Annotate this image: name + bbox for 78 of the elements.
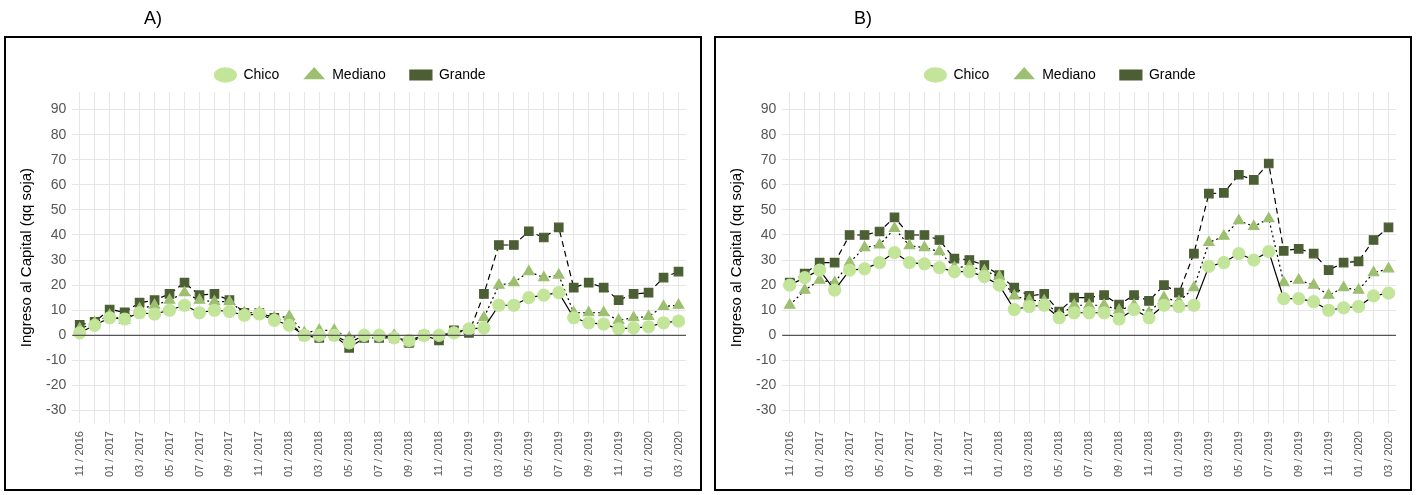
x-tick-label: 01 / 2020 (1351, 431, 1364, 477)
x-tick-label: 01 / 2017 (102, 431, 115, 477)
x-tick-label: 07 / 2019 (551, 431, 564, 477)
y-tick-label: 40 (760, 225, 777, 242)
x-tick-label: 01 / 2017 (812, 431, 825, 477)
x-tick-label: 07 / 2018 (372, 431, 385, 477)
x-tick-label: 03 / 2019 (1201, 431, 1214, 477)
x-tick-label: 09 / 2017 (932, 431, 945, 477)
y-tick-label: 60 (760, 175, 777, 192)
y-tick-label: 90 (760, 100, 777, 117)
x-tick-label: 01 / 2018 (992, 431, 1005, 477)
x-tick-label: 05 / 2018 (342, 431, 355, 477)
y-tick-label: 0 (58, 326, 67, 343)
x-tick-label: 05 / 2017 (162, 431, 175, 477)
y-tick-label: 70 (50, 150, 67, 167)
y-tick-label: 50 (760, 200, 777, 217)
y-tick-label: -10 (756, 351, 777, 368)
y-tick-label: -20 (756, 376, 777, 393)
x-tick-label: 03 / 2017 (132, 431, 145, 477)
x-tick-label: 11 / 2019 (1321, 431, 1334, 477)
x-tick-label: 11 / 2018 (432, 431, 445, 477)
x-tick-label: 01 / 2019 (1171, 431, 1184, 477)
x-tick-label: 09 / 2019 (581, 431, 594, 477)
y-tick-label: 30 (50, 250, 67, 267)
x-tick-label: 07 / 2018 (1082, 431, 1095, 477)
x-tick-label: 09 / 2018 (402, 431, 415, 477)
y-axis-title: Ingreso al Capital (qq soja) (727, 167, 745, 348)
x-tick-label: 03 / 2017 (842, 431, 855, 477)
y-tick-label: 0 (768, 326, 777, 343)
x-tick-label: 07 / 2017 (192, 431, 205, 477)
x-tick-label: 05 / 2019 (521, 431, 534, 477)
x-tick-label: 11 / 2016 (782, 431, 795, 477)
legend-label: Grande (438, 65, 486, 82)
x-tick-label: 11 / 2017 (252, 431, 265, 477)
legend-label: Chico (243, 65, 280, 82)
x-tick-label: 11 / 2019 (611, 431, 624, 477)
chart-title: A) (143, 7, 163, 30)
legend-label: Mediano (1042, 65, 1097, 82)
y-tick-label: 80 (50, 125, 67, 142)
x-tick-label: 09 / 2018 (1112, 431, 1125, 477)
y-tick-label: 20 (760, 276, 777, 293)
x-tick-label: 05 / 2018 (1052, 431, 1065, 477)
y-tick-label: 50 (50, 200, 67, 217)
y-tick-label: 90 (50, 100, 67, 117)
x-tick-label: 01 / 2019 (461, 431, 474, 477)
x-tick-label: 01 / 2018 (282, 431, 295, 477)
y-tick-label: 10 (50, 301, 67, 318)
x-tick-label: 07 / 2019 (1261, 431, 1274, 477)
x-tick-label: 09 / 2019 (1291, 431, 1304, 477)
y-tick-label: -30 (756, 401, 777, 418)
y-tick-label: -20 (46, 376, 67, 393)
x-tick-label: 03 / 2018 (1022, 431, 1035, 477)
x-tick-label: 03 / 2019 (491, 431, 504, 477)
x-tick-label: 05 / 2017 (872, 431, 885, 477)
x-tick-label: 11 / 2016 (72, 431, 85, 477)
y-tick-label: -10 (46, 351, 67, 368)
chart-title: B) (853, 7, 873, 30)
legend-label: Grande (1148, 65, 1196, 82)
y-tick-label: 60 (50, 175, 67, 192)
x-tick-label: 11 / 2018 (1142, 431, 1155, 477)
x-tick-label: 03 / 2020 (1381, 431, 1394, 477)
y-axis-title: Ingreso al Capital (qq soja) (17, 167, 35, 348)
x-tick-label: 05 / 2019 (1231, 431, 1244, 477)
y-tick-label: 40 (50, 225, 67, 242)
x-tick-label: 07 / 2017 (902, 431, 915, 477)
x-tick-label: 03 / 2018 (312, 431, 325, 477)
x-tick-label: 03 / 2020 (671, 431, 684, 477)
y-tick-label: 30 (760, 250, 777, 267)
x-tick-label: 01 / 2020 (641, 431, 654, 477)
x-tick-label: 09 / 2017 (222, 431, 235, 477)
y-tick-label: 70 (760, 150, 777, 167)
legend-label: Mediano (332, 65, 387, 82)
y-tick-label: 20 (50, 276, 67, 293)
y-tick-label: -30 (46, 401, 67, 418)
y-tick-label: 10 (760, 301, 777, 318)
x-tick-label: 11 / 2017 (962, 431, 975, 477)
legend-label: Chico (953, 65, 990, 82)
y-tick-label: 80 (760, 125, 777, 142)
